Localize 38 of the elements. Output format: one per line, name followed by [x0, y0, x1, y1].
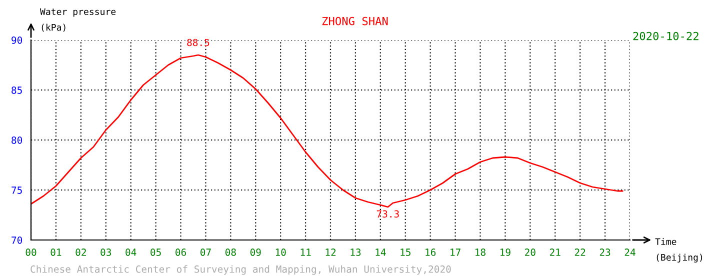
line-series [31, 54, 624, 208]
y-tick-label: 80 [12, 136, 22, 144]
x-tick-label: 16 [426, 248, 436, 256]
x-tick-label: 09 [250, 248, 261, 256]
x-tick-label: 15 [400, 248, 410, 256]
x-tick-label: 22 [574, 248, 586, 256]
x-tick-label: 23 [600, 248, 610, 256]
x-tick-label: 05 [150, 248, 161, 256]
x-tick-label: 19 [500, 248, 510, 256]
x-tick-label: 14 [376, 248, 386, 256]
annotation: 73.3 [376, 210, 399, 218]
x-axis-title: Time (Beijing) [655, 238, 702, 263]
y-tick-label: 85 [12, 86, 22, 94]
chart-title: ZHONG SHAN [322, 16, 388, 26]
x-tick-label: 20 [525, 248, 536, 256]
y-axis-title: Water pressure (kPa) [40, 8, 116, 32]
x-tick-label: 10 [276, 248, 286, 256]
x-tick-label: 13 [350, 248, 361, 256]
x-tick-label: 24 [624, 248, 636, 256]
x-tick-label: 17 [450, 248, 460, 256]
x-tick-label: 01 [50, 248, 62, 256]
x-tick-label: 12 [326, 248, 336, 256]
x-tick-label: 02 [76, 248, 86, 256]
x-tick-label: 04 [126, 248, 136, 256]
annotation: 88.5 [187, 38, 210, 46]
x-tick-label: 06 [176, 248, 186, 256]
x-tick-label: 11 [300, 248, 311, 256]
x-tick-label: 07 [200, 248, 211, 256]
y-tick-label: 75 [12, 186, 22, 194]
x-tick-label: 03 [100, 248, 111, 256]
y-tick-label: 70 [12, 236, 22, 244]
x-tick-label: 00 [26, 248, 36, 256]
text: 2020-10-22 [633, 32, 698, 40]
x-tick-label: 18 [476, 248, 486, 256]
y-tick-label: 90 [12, 36, 22, 44]
text: Chinese Antarctic Center of Surveying and Mapping, Wuhan University,2020 [30, 265, 451, 275]
x-tick-label: 08 [225, 248, 236, 256]
x-tick-label: 21 [550, 248, 560, 256]
